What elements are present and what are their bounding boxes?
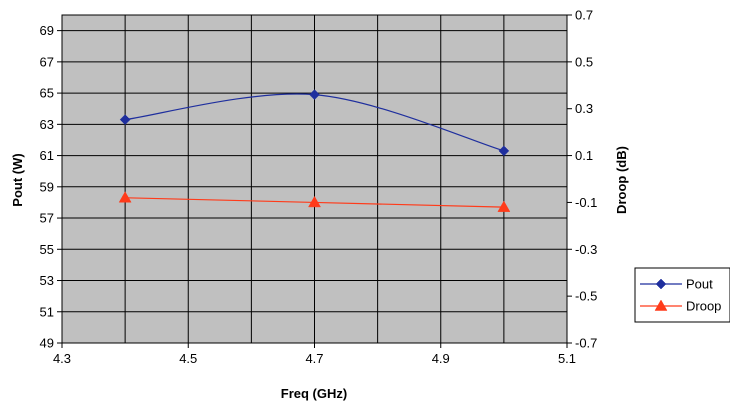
y-tick-label: 53	[40, 273, 54, 288]
x-tick-label: 4.5	[179, 351, 197, 366]
legend-marker-droop	[654, 299, 668, 311]
series-layer	[118, 89, 511, 212]
y2-tick-label: -0.3	[575, 242, 597, 257]
legend: Pout Droop	[634, 267, 730, 323]
y-tick-label: 63	[40, 117, 54, 132]
y-tick-label: 57	[40, 211, 54, 226]
droop-point	[118, 191, 132, 203]
droop-point	[308, 195, 321, 208]
x-tick-label: 4.3	[53, 351, 71, 366]
y-tick-label: 59	[40, 179, 54, 194]
pout-point	[309, 89, 320, 101]
x-axis-title: Freq (GHz)	[281, 386, 347, 401]
y2-tick-label: -0.5	[575, 289, 597, 304]
legend-label-droop: Droop	[686, 299, 721, 314]
grid-lines	[62, 15, 567, 343]
series-pout	[119, 89, 510, 157]
pout-point	[498, 145, 510, 157]
y2-tick-label: 0.7	[575, 8, 593, 23]
pout-point	[119, 114, 131, 126]
y2-tick-label: 0.5	[575, 54, 593, 69]
x-tick-label: 4.9	[432, 351, 450, 366]
y-tick-label: 69	[40, 23, 54, 38]
y-tick-label: 65	[40, 86, 54, 101]
y-axis-title: Pout (W)	[10, 153, 25, 206]
legend-box	[634, 267, 730, 323]
legend-label-pout: Pout	[686, 277, 713, 292]
y-tick-label: 49	[40, 336, 54, 351]
y-tick-label: 55	[40, 242, 54, 257]
y-axis-right: -0.7 -0.5 -0.3 -0.1 0.1 0.3 0.5 0.7	[567, 8, 597, 351]
x-tick-label: 5.1	[558, 351, 576, 366]
droop-point	[497, 200, 511, 212]
y-axis-left: 49 51 53 55 57 59 61 63 65 67 69	[40, 23, 62, 351]
y2-tick-label: -0.7	[575, 336, 597, 351]
y2-tick-label: 0.1	[575, 148, 593, 163]
legend-marker-pout	[655, 278, 667, 290]
y2-axis-title: Droop (dB)	[614, 146, 629, 214]
y2-tick-label: 0.3	[575, 101, 593, 116]
y-tick-label: 51	[40, 304, 54, 319]
y-tick-label: 61	[40, 148, 54, 163]
x-tick-label: 4.7	[305, 351, 323, 366]
y2-tick-label: -0.1	[575, 195, 597, 210]
series-droop	[118, 191, 511, 212]
y-tick-label: 67	[40, 54, 54, 69]
x-axis: 4.3 4.5 4.7 4.9 5.1	[53, 343, 576, 366]
